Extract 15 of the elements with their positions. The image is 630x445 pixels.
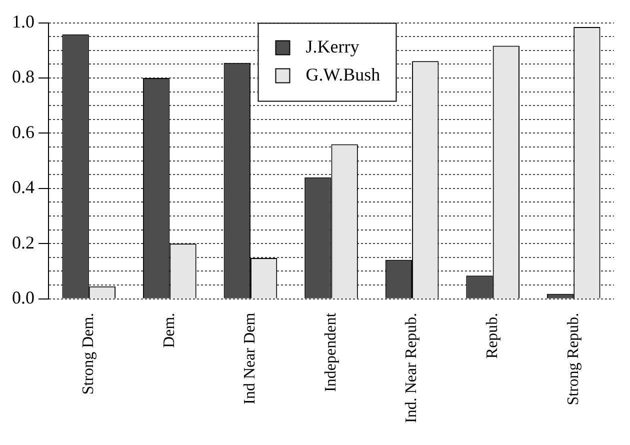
- x-tick-label: Ind. Near Repub.: [403, 312, 420, 423]
- legend-label: G.W.Bush: [306, 64, 380, 85]
- x-tick-label: Independent: [322, 312, 340, 392]
- y-tick-label: 0.6: [12, 122, 34, 142]
- legend-label: J.Kerry: [306, 36, 360, 57]
- y-tick-label: 0.4: [12, 177, 34, 198]
- y-tick-label: 1.0: [12, 12, 34, 32]
- x-tick-label: Repub.: [484, 312, 502, 359]
- x-tick-label: Ind Near Dem: [242, 312, 259, 404]
- y-tick-label: 0.8: [12, 66, 34, 87]
- x-tick-label: Strong Dem.: [80, 312, 98, 395]
- x-tick-label: Dem.: [160, 312, 178, 348]
- y-tick-label: 0.0: [12, 288, 34, 308]
- y-tick-label: 0.2: [12, 232, 34, 252]
- x-tick-label: Strong Repub.: [564, 312, 582, 406]
